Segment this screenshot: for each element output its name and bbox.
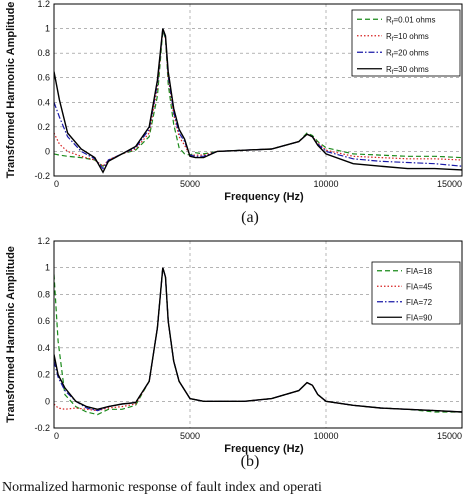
legend-label-2: Rf=10 ohms: [386, 32, 429, 43]
series-line-3: [54, 28, 462, 170]
series-line-4: [54, 267, 462, 413]
panel-caption: (a): [241, 209, 259, 226]
y-tick-label: 0: [45, 146, 50, 156]
chart-panel-a: -0.2 0 0.2 0.4 0.6 0.8 1 1.2 0 5000 10000 15000 Freq…: [5, 0, 463, 226]
panel-caption: (b): [241, 453, 260, 470]
legend-label-1: FIA=18: [406, 267, 433, 276]
legend-label-4: Rf=30 ohms: [386, 65, 429, 76]
legend-box: [371, 261, 461, 325]
y-tick-label: 0.8: [37, 48, 50, 58]
legend-label-3: FIA=72: [406, 298, 433, 307]
y-tick-label: -0.2: [34, 171, 50, 181]
legend-label-3: Rf=20 ohms: [386, 48, 429, 59]
x-tick-label: 0: [54, 431, 59, 441]
y-tick-label: 0.2: [37, 122, 50, 132]
y-tick-label: 0.2: [37, 370, 50, 380]
y-tick-label: 1: [45, 24, 50, 34]
footer-text: Normalized harmonic response of fault in…: [2, 480, 322, 495]
chart-panel-b: -0.2 0 0.2 0.4 0.6 0.8 1 1.2 0 5000 10000 15000 Freq…: [5, 236, 463, 470]
x-tick-label: 0: [54, 179, 59, 189]
y-tick-label: 0.6: [37, 316, 50, 326]
x-axis-label: Frequency (Hz): [224, 191, 304, 203]
plot-frame: [53, 3, 463, 177]
x-tick-label: 5000: [180, 179, 200, 189]
y-axis-label: Transformed Harmonic Amplitude: [5, 2, 17, 179]
y-tick-label: 0: [45, 396, 50, 406]
plot-frame: [53, 240, 463, 429]
series-line-4: [54, 28, 462, 174]
legend-label-4: FIA=90: [406, 313, 433, 322]
y-axis-label: Transformed Harmonic Amplitude: [5, 246, 17, 423]
legend-label-2: FIA=45: [406, 282, 433, 291]
x-axis-label: Frequency (Hz): [224, 443, 304, 455]
y-tick-label: 0.8: [37, 289, 50, 299]
y-tick-label: 1: [45, 263, 50, 273]
series-line-1: [54, 30, 462, 167]
legend-box: [351, 9, 461, 77]
y-tick-label: 0.4: [37, 343, 50, 353]
y-tick-label: 0.6: [37, 73, 50, 83]
x-tick-label: 10000: [313, 179, 338, 189]
y-tick-label: -0.2: [34, 423, 50, 433]
y-tick-label: 1.2: [37, 0, 50, 9]
x-tick-label: 5000: [180, 431, 200, 441]
legend-label-1: Rf=0.01 ohms: [386, 15, 435, 26]
y-tick-label: 1.2: [37, 236, 50, 246]
y-tick-label: 0.4: [37, 97, 50, 107]
x-tick-label: 15000: [437, 179, 462, 189]
x-tick-label: 15000: [437, 431, 462, 441]
x-tick-label: 10000: [313, 431, 338, 441]
